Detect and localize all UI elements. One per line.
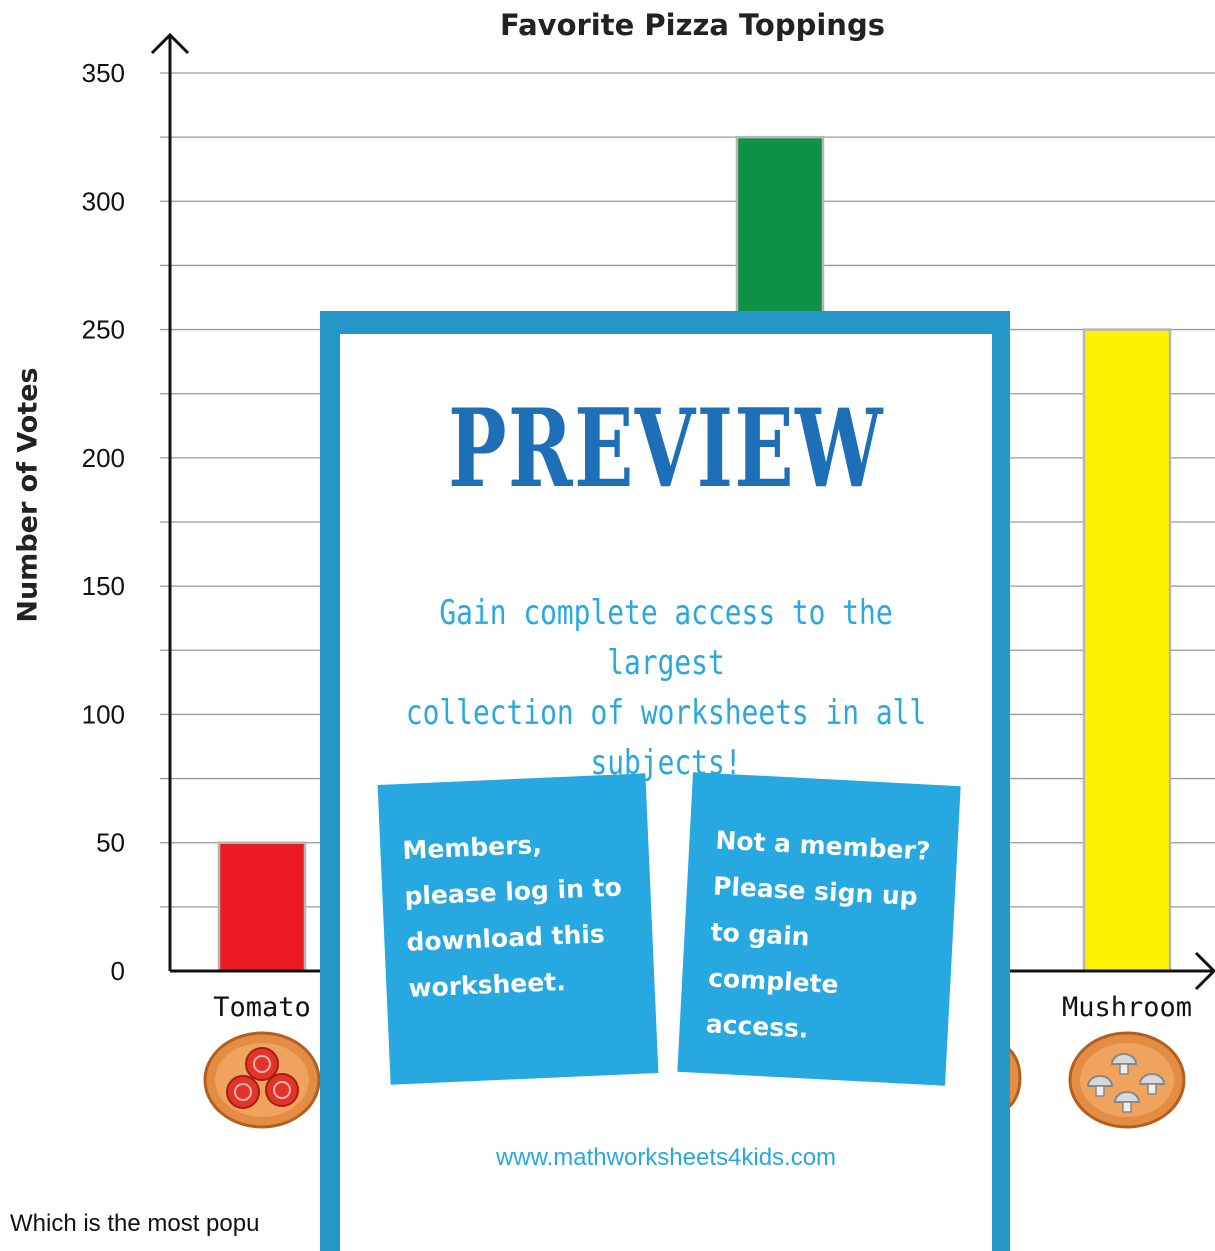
preview-title: PREVIEW: [448, 386, 884, 512]
category-label: Tomato: [213, 992, 311, 1023]
bar-mushroom: [1082, 328, 1172, 973]
mushroom-pizza-icon: [1068, 1031, 1186, 1129]
y-tick-label: 100: [82, 699, 125, 729]
y-tick-label: 250: [82, 315, 125, 345]
promo-line-1: Gain complete access to the largest: [439, 593, 893, 683]
y-tick-label: 300: [82, 186, 125, 216]
tomato-pizza-icon: [203, 1031, 321, 1129]
promo-line-2: collection of worksheets in all subjects…: [405, 693, 927, 783]
members-login-card[interactable]: Members, please log in to download this …: [377, 773, 659, 1085]
y-axis-label: Number of Votes: [12, 367, 44, 623]
site-url-link[interactable]: www.mathworksheets4kids.com: [495, 1144, 837, 1171]
promo-text: Gain complete access to the largest coll…: [399, 588, 934, 788]
bar-tomato: [217, 841, 307, 973]
chart-title: Favorite Pizza Toppings: [500, 8, 885, 42]
preview-overlay: PREVIEW Gain complete access to the larg…: [320, 311, 1010, 1251]
y-axis-arrow: [150, 32, 190, 55]
signup-card[interactable]: Not a member? Please sign up to gain com…: [677, 772, 961, 1086]
y-tick-label: 50: [96, 828, 125, 858]
x-axis-arrow: [1194, 951, 1215, 991]
category-label: Mushroom: [1062, 992, 1192, 1023]
question-text: Which is the most popu: [10, 1210, 260, 1237]
y-tick-label: 350: [82, 58, 125, 88]
y-tick-label: 150: [82, 571, 125, 601]
y-tick-label: 0: [111, 956, 125, 986]
preview-panel: PREVIEW Gain complete access to the larg…: [340, 334, 992, 1251]
y-tick-label: 200: [82, 443, 125, 473]
